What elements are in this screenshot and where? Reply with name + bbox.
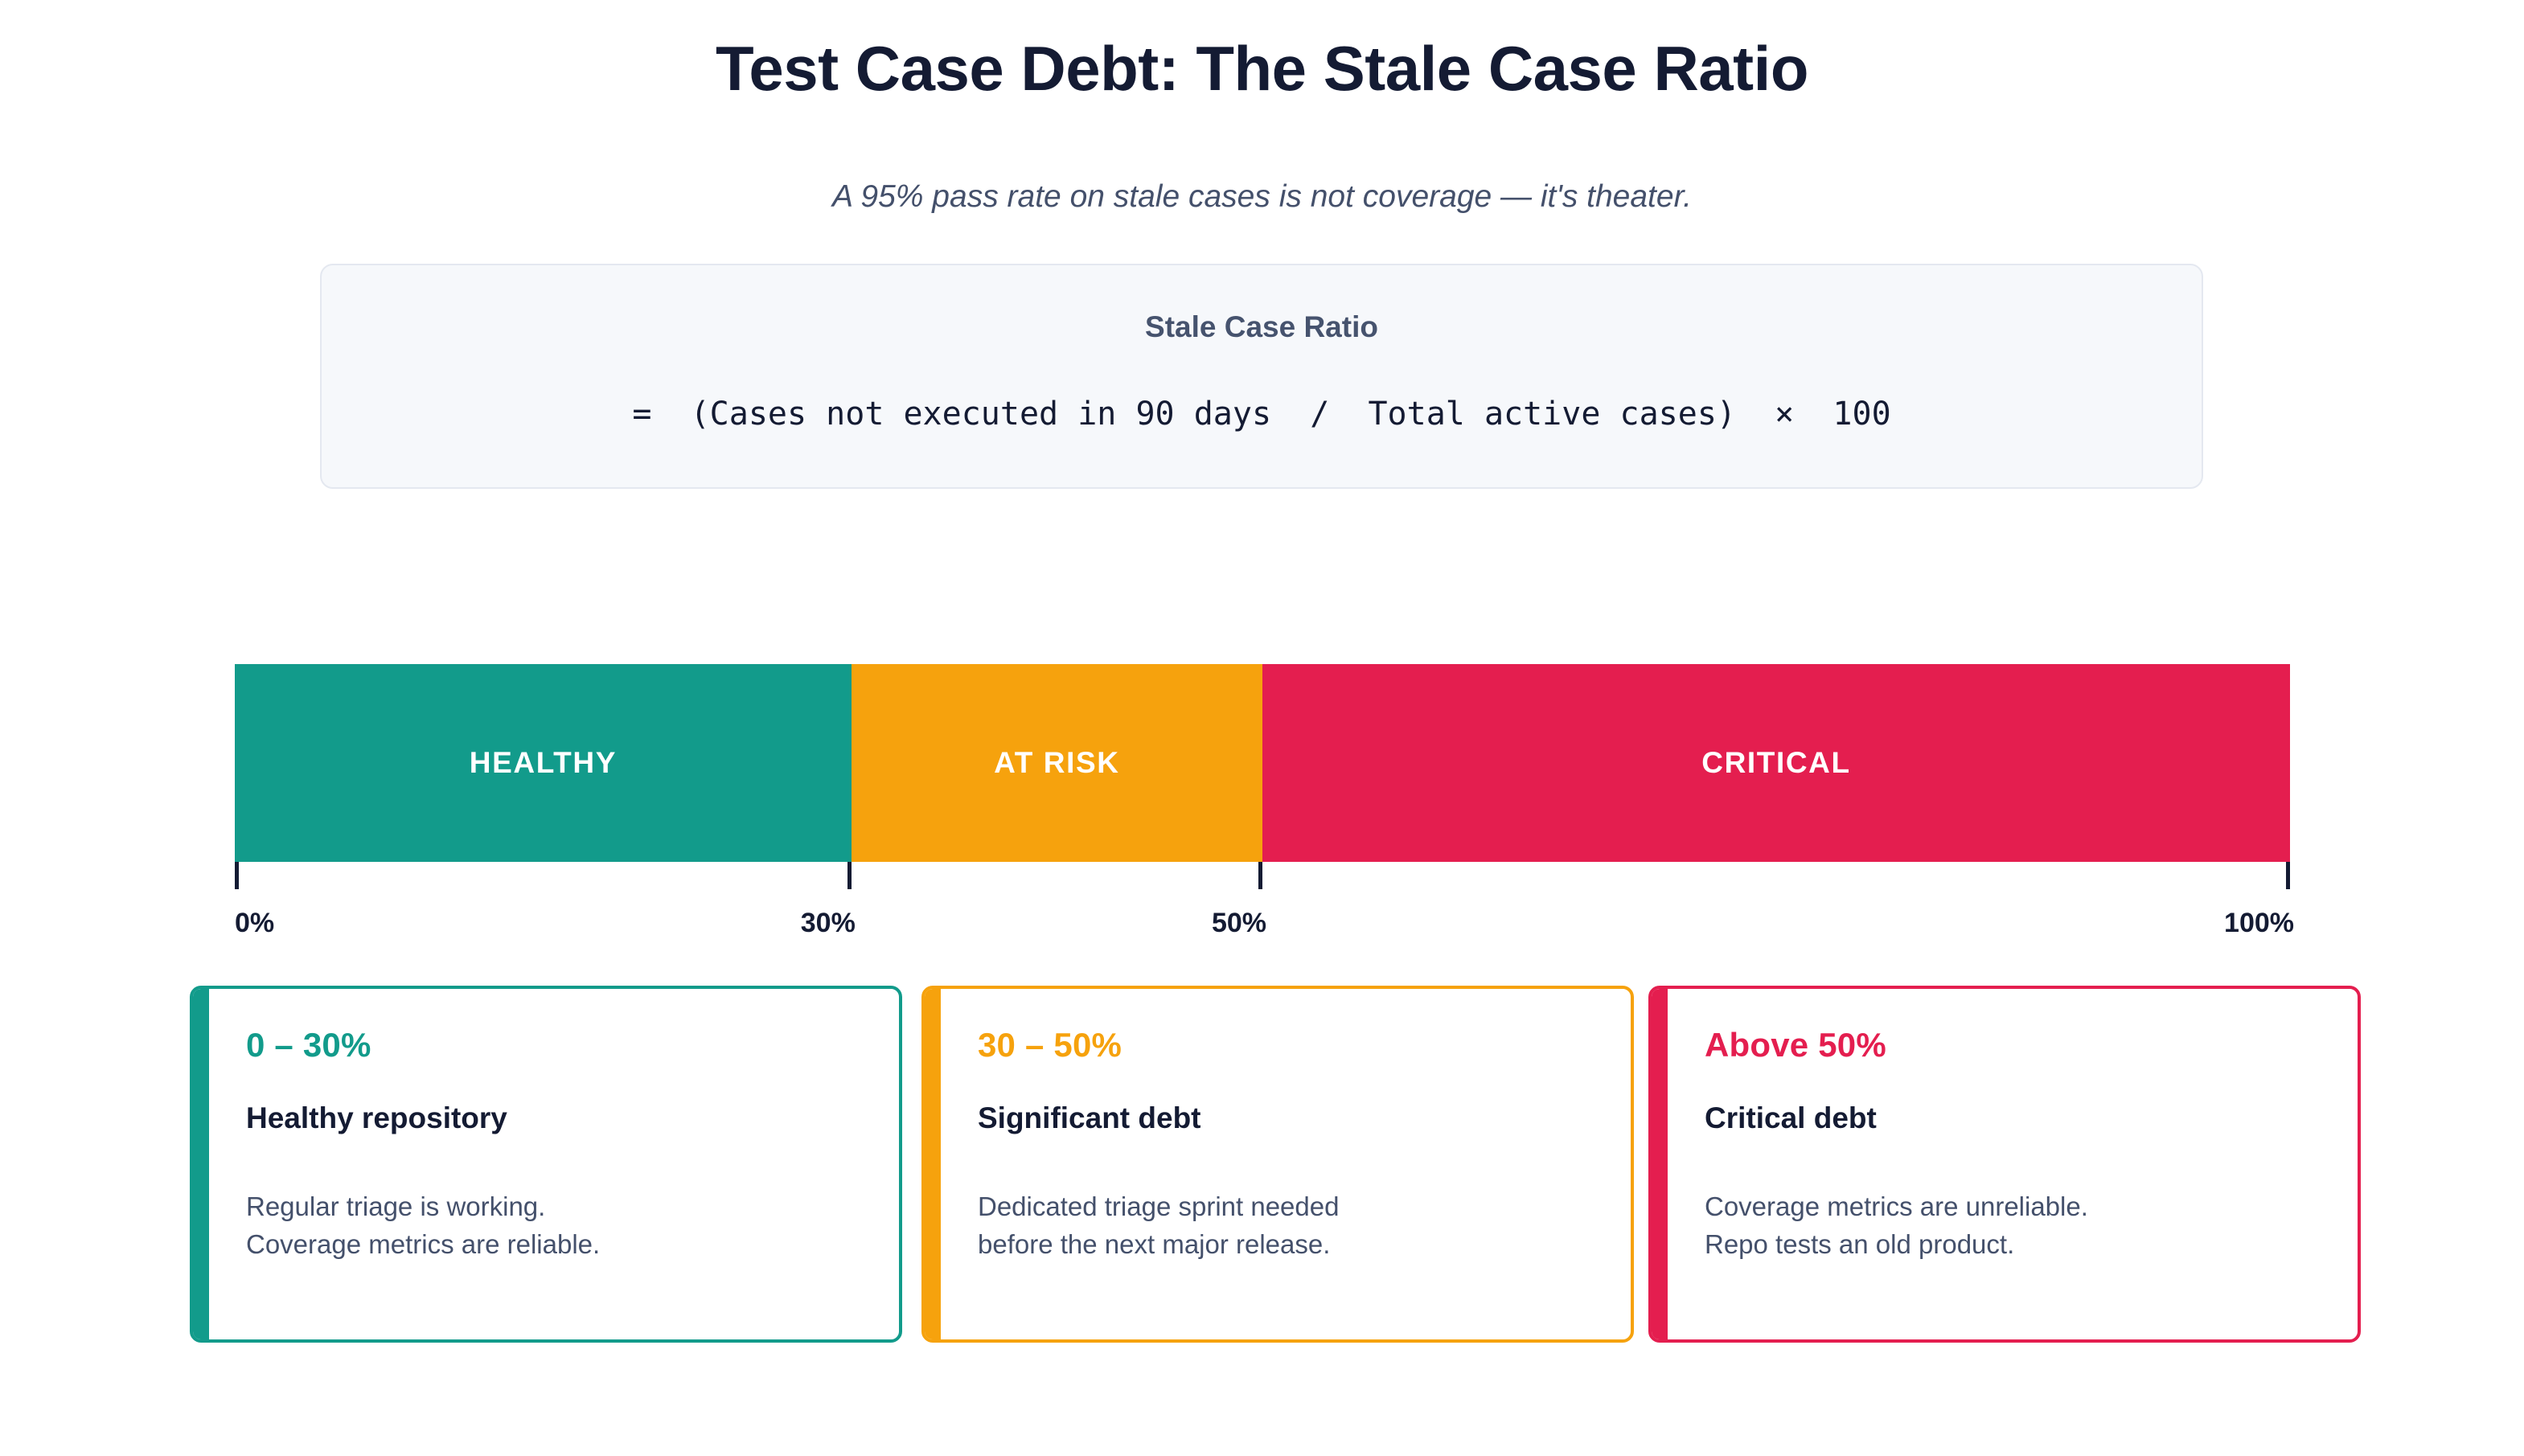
formula-expression: = (Cases not executed in 90 days / Total… <box>632 396 1891 433</box>
card-body: Above 50% Critical debt Coverage metrics a… <box>1705 989 2330 1339</box>
gauge-band-label: AT RISK <box>994 746 1120 779</box>
threshold-card[interactable]: Above 50% Critical debt Coverage metrics a… <box>1648 986 2361 1343</box>
gauge-band-label: HEALTHY <box>469 746 617 779</box>
gauge-band-healthy: HEALTHY <box>235 664 852 862</box>
page-subtitle: A 95% pass rate on stale cases is not co… <box>832 179 1692 214</box>
formula-panel: Stale Case Ratio = (Cases not executed i… <box>320 264 2203 489</box>
gauge-band-critical: CRITICAL <box>1262 664 2290 862</box>
gauge-tick-label: 0% <box>235 908 275 938</box>
card-heading: Significant debt <box>978 1101 1201 1134</box>
card-heading: Healthy repository <box>246 1101 507 1134</box>
threshold-card[interactable]: 0 – 30% Healthy repository Regular triage … <box>190 986 902 1343</box>
gauge-band-at-risk: AT RISK <box>851 664 1262 862</box>
card-heading: Critical debt <box>1705 1101 1877 1134</box>
card-accent-bar <box>193 989 209 1339</box>
card-body: 0 – 30% Healthy repository Regular triage … <box>246 989 872 1339</box>
card-description: Coverage metrics are unreliable. Repo te… <box>1705 1191 2088 1259</box>
card-range-label: 0 – 30% <box>246 1026 371 1064</box>
card-range-label: 30 – 50% <box>978 1026 1122 1064</box>
page-title: Test Case Debt: The Stale Case Ratio <box>716 33 1808 104</box>
gauge-tick-label: 50% <box>1211 908 1266 938</box>
gauge-tick-label: 100% <box>2224 908 2294 938</box>
gauge-tick-mark <box>847 862 852 889</box>
gauge-tick-mark <box>2286 862 2290 889</box>
card-body: 30 – 50% Significant debt Dedicated triage… <box>978 989 1603 1339</box>
stale-ratio-gauge: HEALTHY AT RISK CRITICAL <box>235 664 2290 862</box>
gauge-tick-label: 30% <box>800 908 856 938</box>
gauge-tick-mark <box>1258 862 1262 889</box>
card-description: Dedicated triage sprint needed before th… <box>978 1191 1340 1259</box>
gauge-band-label: CRITICAL <box>1701 746 1851 779</box>
threshold-card[interactable]: 30 – 50% Significant debt Dedicated triage… <box>921 986 1634 1343</box>
formula-label: Stale Case Ratio <box>1145 310 1378 343</box>
gauge-tick-mark <box>235 862 239 889</box>
card-accent-bar <box>925 989 941 1339</box>
card-accent-bar <box>1652 989 1668 1339</box>
card-description: Regular triage is working. Coverage metr… <box>246 1191 601 1259</box>
card-range-label: Above 50% <box>1705 1026 1886 1064</box>
